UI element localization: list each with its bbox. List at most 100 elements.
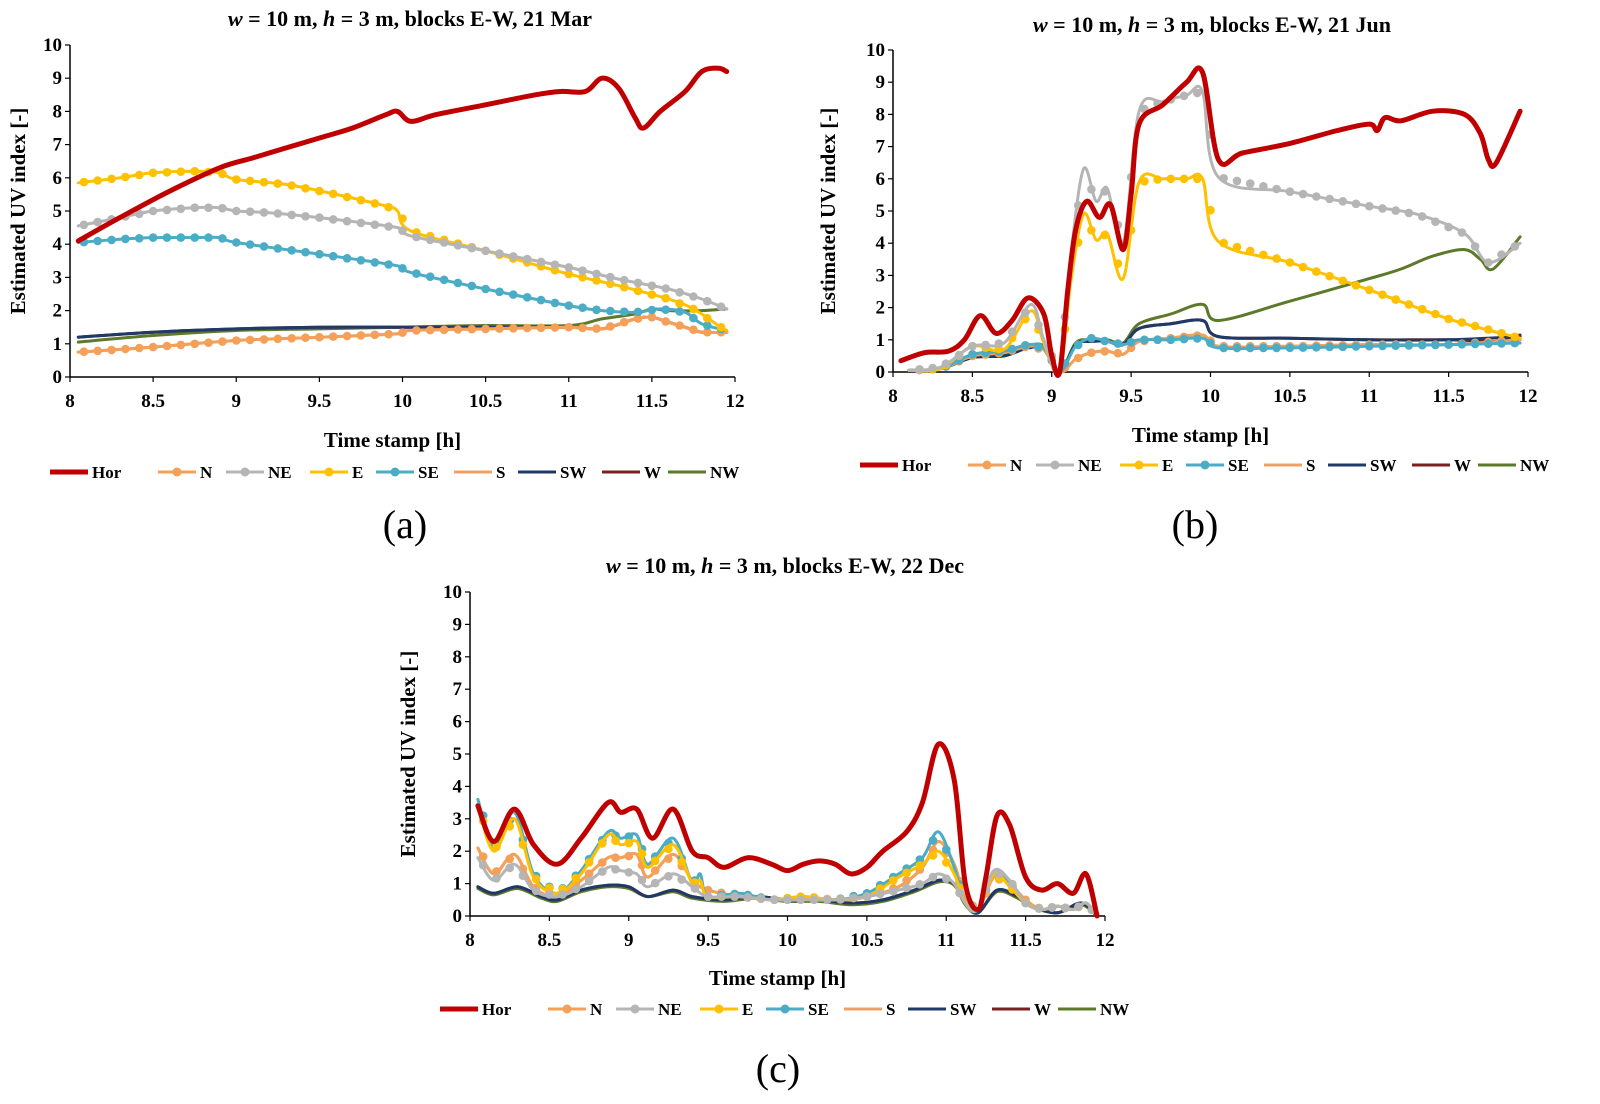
data-point	[1338, 342, 1348, 352]
data-point	[1034, 342, 1043, 352]
data-point	[509, 290, 518, 299]
data-point	[204, 338, 213, 348]
data-point	[176, 233, 186, 242]
data-point	[619, 317, 629, 327]
data-point	[564, 301, 574, 310]
data-point	[954, 350, 964, 360]
data-point	[647, 281, 657, 291]
data-point	[259, 242, 269, 251]
data-point	[342, 331, 352, 341]
data-point	[1259, 182, 1268, 191]
legend-marker-n	[172, 467, 182, 477]
data-point	[1179, 334, 1189, 344]
data-point	[675, 299, 684, 308]
data-point	[675, 321, 684, 330]
data-point	[928, 872, 938, 882]
data-point	[384, 222, 393, 231]
y-tick-label: 2	[53, 301, 63, 322]
data-point	[162, 205, 172, 215]
data-point	[592, 305, 601, 315]
data-point	[571, 873, 581, 883]
series-line-se	[76, 235, 729, 332]
data-point	[1113, 339, 1123, 348]
y-tick-label: 3	[453, 809, 463, 830]
chart-title: w = 10 m, h = 3 m, blocks E-W, 21 Jun	[1033, 12, 1391, 37]
data-point	[315, 249, 324, 259]
data-point	[245, 207, 255, 216]
data-point	[928, 363, 937, 373]
data-point	[1298, 343, 1308, 352]
legend-label-hor: Hor	[92, 463, 122, 482]
chart-title-part: = 3 m, blocks E-W, 21 Mar	[335, 6, 592, 31]
data-point	[550, 260, 560, 270]
y-tick-label: 5	[453, 744, 463, 765]
data-point	[1444, 314, 1453, 324]
data-point	[1007, 344, 1017, 354]
series-markers-n	[79, 312, 726, 357]
y-tick-label: 10	[43, 35, 62, 56]
data-point	[1285, 187, 1295, 196]
x-tick-label: 10	[393, 391, 412, 412]
data-point	[1047, 903, 1057, 912]
series-line-hor	[75, 65, 730, 244]
data-point	[619, 307, 629, 317]
data-point	[478, 860, 488, 870]
data-point	[1245, 343, 1255, 353]
legend-label-nw: NW	[1520, 456, 1549, 475]
legend-marker-se	[390, 467, 400, 477]
data-point	[550, 323, 560, 332]
data-point	[1140, 177, 1149, 186]
legend-label-sw: SW	[950, 1000, 976, 1019]
data-point	[1021, 898, 1030, 908]
data-point	[370, 330, 380, 340]
data-point	[690, 878, 700, 887]
data-point	[703, 296, 712, 306]
data-point	[690, 884, 700, 893]
data-point	[606, 306, 615, 316]
x-tick-label: 8.5	[961, 386, 985, 407]
legend-label-e: E	[352, 463, 363, 482]
y-axis-label: Estimated UV index [-]	[816, 108, 840, 315]
data-point	[1153, 175, 1162, 184]
data-point	[204, 203, 213, 212]
data-point	[1431, 309, 1440, 319]
x-tick-label: 10.5	[469, 391, 502, 412]
x-tick-label: 8	[888, 386, 898, 407]
data-point	[259, 208, 269, 217]
x-tick-label: 11.5	[636, 391, 668, 412]
data-point	[756, 894, 766, 903]
data-point	[245, 240, 255, 249]
data-point	[941, 359, 951, 369]
data-point	[1457, 340, 1467, 349]
data-point	[915, 365, 924, 374]
data-point	[1417, 340, 1427, 350]
series-markers-ne	[79, 203, 726, 312]
data-point	[1100, 187, 1109, 196]
data-point	[1206, 338, 1215, 348]
data-point	[273, 179, 283, 188]
x-tick-label: 10.5	[850, 930, 883, 951]
data-point	[412, 269, 421, 278]
series-markers-se	[79, 233, 726, 334]
data-point	[1193, 174, 1202, 184]
legend-marker-ne	[240, 467, 250, 477]
data-point	[1484, 258, 1493, 267]
data-point	[624, 851, 634, 861]
x-tick-label: 11.5	[1433, 386, 1465, 407]
data-point	[611, 865, 620, 874]
data-point	[1391, 206, 1400, 215]
data-point	[1245, 246, 1255, 256]
data-point	[592, 276, 601, 285]
data-point	[1470, 242, 1480, 251]
data-point	[650, 866, 660, 875]
data-point	[1008, 879, 1017, 889]
data-point	[1232, 242, 1242, 252]
data-point	[545, 883, 554, 893]
data-point	[536, 257, 546, 267]
data-point	[1113, 259, 1123, 268]
data-point	[1272, 184, 1281, 194]
legend-label-se: SE	[418, 463, 439, 482]
data-point	[703, 892, 713, 901]
data-point	[889, 886, 898, 896]
data-point	[611, 853, 620, 862]
